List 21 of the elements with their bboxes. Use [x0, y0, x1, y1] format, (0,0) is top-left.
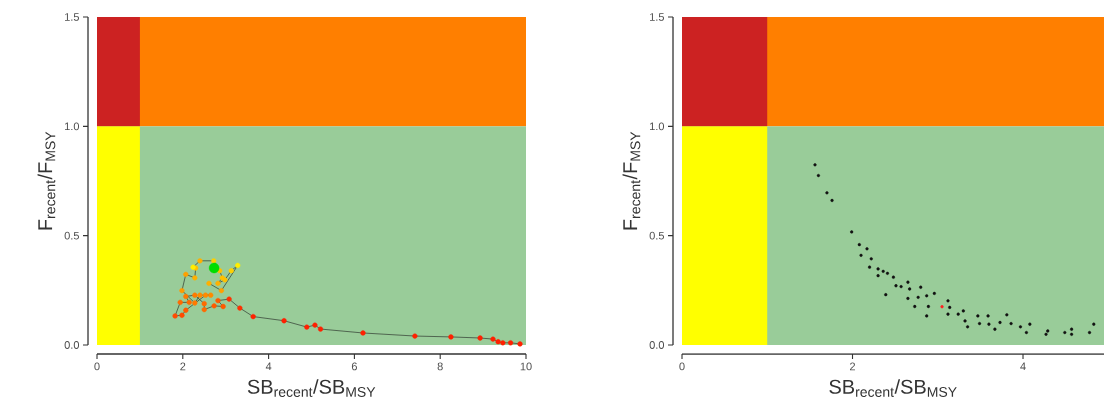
x-tick-label: 0 — [94, 362, 100, 371]
y-tick-label: 1.5 — [65, 13, 79, 21]
x-tick-label: 4 — [1020, 362, 1026, 371]
x-tick-label: 2 — [850, 362, 856, 371]
x-tick-label: 6 — [351, 362, 357, 371]
x-tick-label: 8 — [437, 362, 443, 371]
x-tick-label: 2 — [180, 362, 186, 371]
y-tick-label: 0.5 — [649, 231, 664, 240]
y-axis-title: F$_{recent}$/F$_{MSY}$ — [37, 131, 56, 230]
y-tick-label: 1.0 — [65, 122, 80, 131]
y-tick-label: 1.5 — [650, 13, 664, 21]
y-tick-label: 0.0 — [649, 341, 665, 349]
y-tick-label: 0.0 — [64, 341, 80, 349]
x-tick-label: 10 — [520, 362, 532, 371]
x-tick-label: 4 — [265, 362, 272, 371]
x-axis-title: SB$_{recent}$/SB$_{MSY}$ — [247, 379, 376, 397]
y-tick-label: 0.5 — [64, 231, 79, 240]
y-tick-label: 1.0 — [650, 122, 665, 131]
x-axis-title: SB$_{recent}$/SB$_{MSY}$ — [829, 379, 957, 397]
y-axis-title: F$_{recent}$/F$_{MSY}$ — [622, 131, 641, 230]
x-tick-label: 0 — [679, 362, 685, 371]
